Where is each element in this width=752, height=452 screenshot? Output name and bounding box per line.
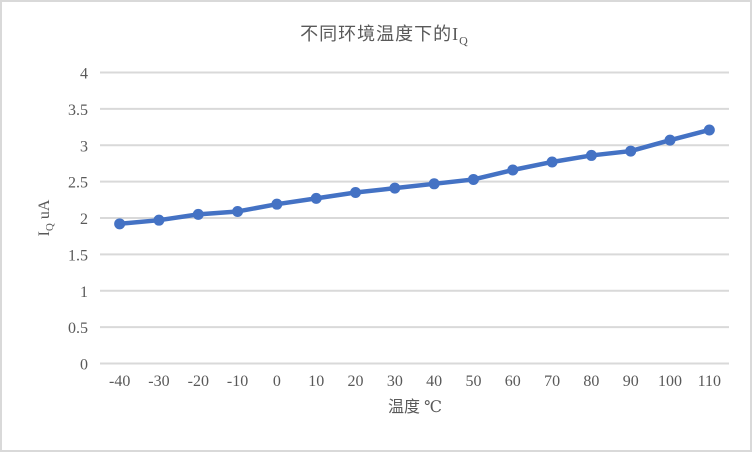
- x-tick-label: -30: [148, 373, 169, 390]
- x-tick-label: -10: [227, 373, 248, 390]
- data-point-marker: [192, 208, 204, 220]
- chart-title-text: 不同环境温度下的I: [300, 24, 460, 44]
- y-axis-title: IQ uA: [36, 200, 56, 237]
- data-point-marker: [703, 124, 715, 136]
- x-tick-label: 50: [465, 373, 481, 390]
- y-tick-label: 2: [80, 211, 88, 228]
- data-point-marker: [114, 218, 126, 230]
- data-point-marker: [585, 149, 597, 161]
- x-tick-label: 110: [698, 373, 721, 390]
- x-axis-title: 温度 ℃: [388, 399, 442, 416]
- data-point-marker: [428, 178, 440, 190]
- x-tick-label: -20: [188, 373, 209, 390]
- y-tick-label: 2.5: [68, 175, 88, 192]
- data-point-marker: [467, 173, 479, 185]
- data-point-marker: [153, 214, 165, 226]
- chart-title-subscript: Q: [459, 33, 468, 48]
- x-tick-label: 70: [544, 373, 560, 390]
- data-point-marker: [389, 182, 401, 194]
- y-tick-label: 4: [80, 66, 88, 83]
- data-point-marker: [625, 145, 637, 157]
- y-tick-label: 0: [80, 357, 88, 374]
- y-tick-label: 0.5: [68, 320, 88, 337]
- y-tick-label: 3.5: [68, 102, 88, 119]
- series-line: [117, 127, 712, 227]
- data-point-marker: [507, 164, 519, 176]
- data-point-marker: [664, 134, 676, 146]
- x-tick-label: 60: [505, 373, 521, 390]
- x-tick-label: 80: [583, 373, 599, 390]
- y-tick-label: 3: [80, 138, 88, 155]
- data-point-marker: [546, 156, 558, 168]
- chart-title: 不同环境温度下的IQ: [8, 20, 750, 49]
- x-tick-label: 20: [348, 373, 364, 390]
- y-axis-title-subscript: Q: [44, 223, 57, 232]
- x-tick-label: 30: [387, 373, 403, 390]
- x-tick-label: -40: [109, 373, 130, 390]
- data-point-marker: [232, 205, 244, 217]
- y-axis-title-text: I: [35, 231, 53, 237]
- x-tick-label: 10: [308, 373, 324, 390]
- x-tick-label: 100: [658, 373, 682, 390]
- y-tick-label: 1.5: [68, 247, 88, 264]
- data-point-marker: [310, 192, 322, 204]
- y-tick-label: 1: [80, 284, 88, 301]
- y-axis-title-unit: uA: [35, 199, 53, 224]
- data-point-marker: [350, 187, 362, 199]
- data-point-marker: [271, 198, 283, 210]
- x-tick-label: 40: [426, 373, 442, 390]
- x-tick-label: 90: [623, 373, 639, 390]
- x-tick-label: 0: [273, 373, 281, 390]
